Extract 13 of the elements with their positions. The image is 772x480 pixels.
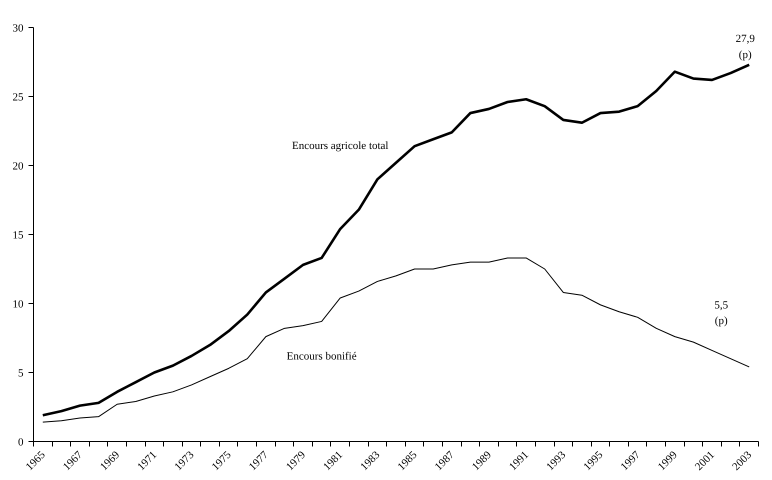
- annotation: 27,9 (p): [736, 33, 756, 61]
- annotation: 5,5 (p): [714, 299, 729, 327]
- y-tick-label: 20: [12, 160, 24, 172]
- y-tick-label: 25: [12, 92, 24, 104]
- y-tick-label: 30: [12, 22, 24, 34]
- y-tick-label: 10: [12, 298, 24, 310]
- series-label: Encours bonifié: [286, 350, 357, 362]
- line-series: [42, 257, 750, 423]
- line-series: [41, 63, 751, 417]
- y-tick-label: 5: [18, 368, 24, 380]
- y-tick-label: 0: [18, 436, 24, 448]
- series-label: Encours agricole total: [292, 140, 389, 152]
- y-tick-label: 15: [12, 230, 24, 242]
